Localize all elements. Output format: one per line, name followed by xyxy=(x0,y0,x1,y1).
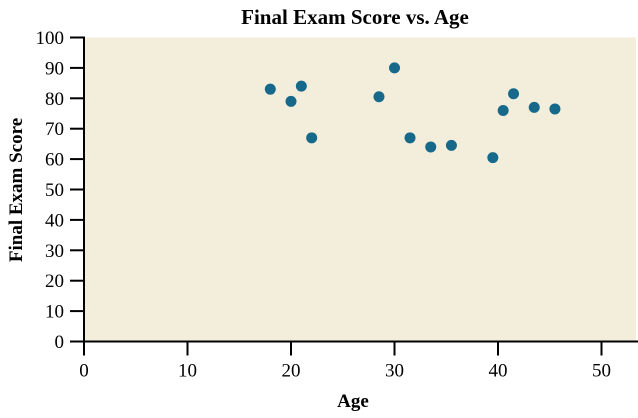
y-tick-label: 80 xyxy=(45,89,64,110)
x-tick-label: 50 xyxy=(592,361,611,382)
y-tick-label: 10 xyxy=(45,302,64,323)
y-tick-label: 30 xyxy=(45,241,64,262)
data-point xyxy=(285,95,297,107)
data-point xyxy=(295,80,307,92)
y-tick-label: 50 xyxy=(45,180,64,201)
data-point xyxy=(404,132,416,144)
x-axis-label: Age xyxy=(337,391,369,412)
y-tick-label: 40 xyxy=(45,210,64,231)
x-tick-label: 0 xyxy=(79,361,89,382)
plot-background xyxy=(84,37,636,342)
y-axis-label: Final Exam Score xyxy=(6,118,27,262)
data-point xyxy=(445,139,457,151)
y-tick-label: 100 xyxy=(36,28,65,49)
data-point xyxy=(373,91,385,103)
data-point xyxy=(487,152,499,164)
y-tick-label: 60 xyxy=(45,150,64,171)
x-tick-label: 40 xyxy=(489,361,508,382)
y-tick-label: 20 xyxy=(45,271,64,292)
data-point xyxy=(549,103,561,115)
data-point xyxy=(389,62,400,74)
data-point xyxy=(264,83,276,95)
data-point xyxy=(306,132,318,144)
x-tick-label: 10 xyxy=(178,361,197,382)
x-tick-label: 20 xyxy=(282,361,301,382)
data-point xyxy=(425,141,437,153)
y-tick-label: 70 xyxy=(45,119,64,140)
x-tick-label: 30 xyxy=(385,361,404,382)
y-tick-label: 0 xyxy=(55,332,65,353)
y-tick-label: 90 xyxy=(45,58,64,79)
data-point xyxy=(497,104,509,116)
plot-area: 0 10 20 30 40 50 60 70 80 90 100 0 10 20 30 40 50 xyxy=(36,28,638,382)
data-point xyxy=(508,88,520,100)
data-point xyxy=(528,101,540,113)
chart-title: Final Exam Score vs. Age xyxy=(241,5,469,29)
